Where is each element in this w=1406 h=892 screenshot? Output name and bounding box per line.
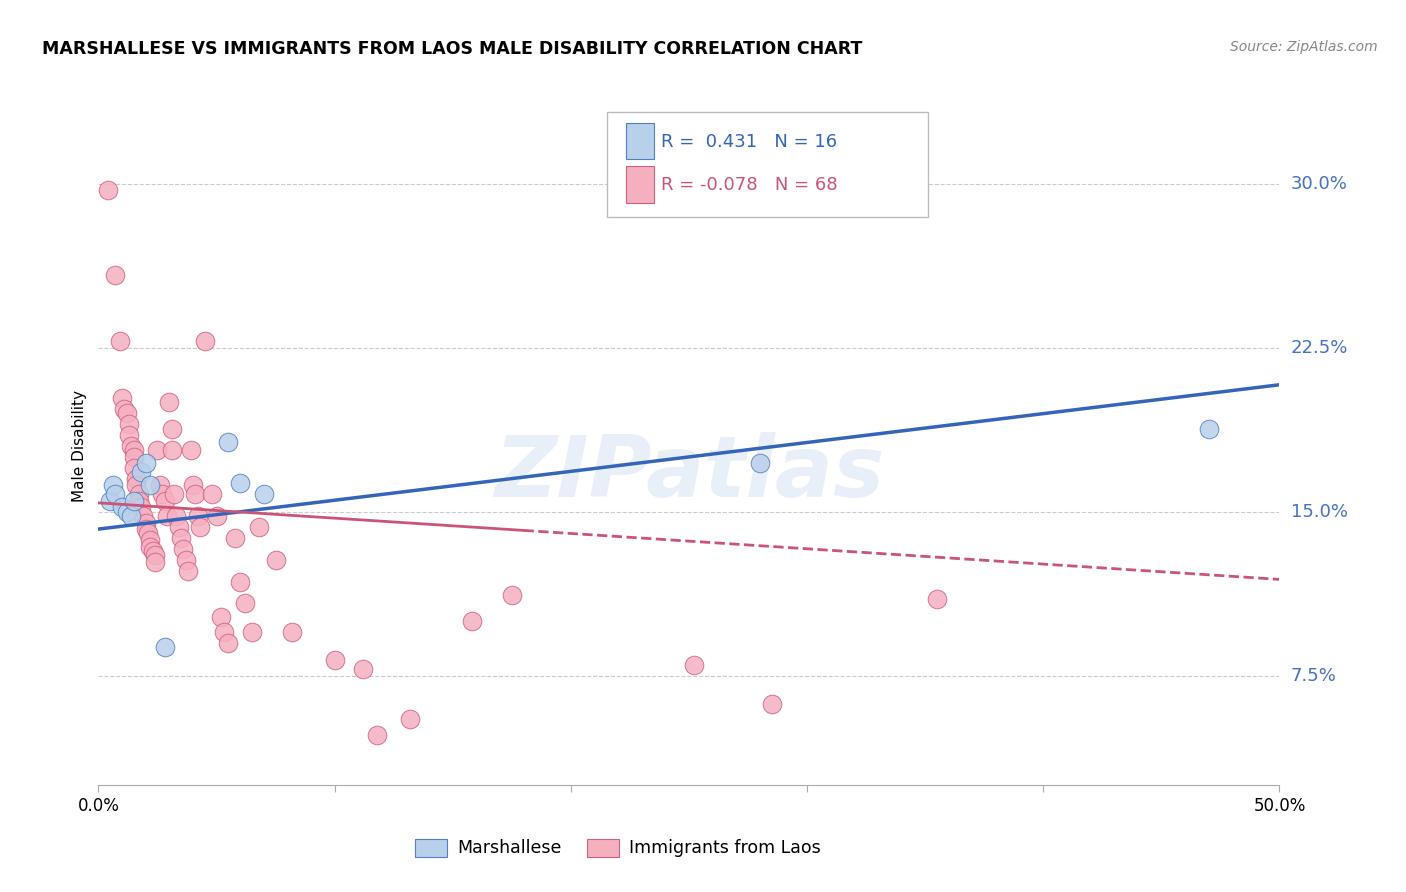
Point [122, 443, 145, 458]
Point [180, 443, 202, 458]
Point [174, 552, 197, 566]
Point [142, 544, 165, 558]
Point [501, 588, 523, 602]
Point [281, 624, 304, 639]
Point [125, 478, 148, 492]
Point [399, 712, 422, 726]
Point [139, 533, 162, 547]
Point [229, 476, 252, 491]
Point [247, 520, 270, 534]
Point [146, 443, 169, 458]
Point [135, 522, 157, 536]
Text: 15.0%: 15.0% [1291, 502, 1347, 521]
Point [139, 478, 162, 492]
Point [156, 508, 179, 523]
Point [104, 487, 127, 501]
Point [264, 552, 287, 566]
Point [212, 624, 235, 639]
Legend: Marshallese, Immigrants from Laos: Marshallese, Immigrants from Laos [408, 831, 828, 864]
Point [194, 334, 217, 348]
Point [121, 439, 143, 453]
Point [129, 500, 152, 515]
Point [97, 183, 120, 197]
Y-axis label: Male Disability: Male Disability [72, 390, 87, 502]
Point [150, 487, 173, 501]
Text: Source: ZipAtlas.com: Source: ZipAtlas.com [1230, 40, 1378, 54]
Point [253, 487, 276, 501]
Text: 7.5%: 7.5% [1291, 666, 1337, 685]
Point [104, 268, 127, 283]
Point [136, 526, 159, 541]
Point [121, 508, 143, 523]
Text: R =  0.431   N = 16: R = 0.431 N = 16 [661, 133, 837, 151]
Point [125, 472, 148, 486]
Text: R = -0.078   N = 68: R = -0.078 N = 68 [661, 177, 838, 194]
Point [98, 493, 121, 508]
Point [233, 597, 256, 611]
Point [118, 417, 141, 431]
Point [128, 487, 150, 501]
Point [143, 549, 166, 563]
Point [122, 493, 145, 508]
Point [217, 636, 239, 650]
Point [229, 574, 252, 589]
Point [366, 728, 388, 742]
Point [201, 487, 224, 501]
Point [153, 640, 176, 655]
Point [682, 657, 704, 672]
Point [184, 487, 207, 501]
Point [460, 614, 482, 628]
Point [748, 457, 770, 471]
Point [181, 478, 204, 492]
Point [217, 434, 239, 449]
Point [187, 508, 209, 523]
Text: ZIPatlas: ZIPatlas [494, 432, 884, 515]
Point [925, 592, 948, 607]
Text: MARSHALLESE VS IMMIGRANTS FROM LAOS MALE DISABILITY CORRELATION CHART: MARSHALLESE VS IMMIGRANTS FROM LAOS MALE… [42, 40, 862, 58]
Point [163, 487, 186, 501]
Point [135, 516, 157, 530]
Point [172, 541, 194, 556]
Point [177, 564, 200, 578]
Point [112, 401, 135, 416]
Point [149, 478, 172, 492]
Point [167, 520, 190, 534]
Point [122, 461, 145, 475]
Point [122, 450, 145, 464]
Point [115, 406, 138, 420]
Point [160, 443, 183, 458]
Point [205, 508, 228, 523]
Point [153, 493, 176, 508]
Point [118, 428, 141, 442]
Point [115, 505, 138, 519]
Point [108, 334, 131, 348]
Point [157, 395, 180, 409]
Point [352, 662, 374, 676]
Text: 30.0%: 30.0% [1291, 175, 1347, 193]
Point [761, 697, 783, 711]
Point [224, 531, 246, 545]
Point [160, 421, 183, 435]
Point [111, 391, 134, 405]
Point [139, 540, 162, 554]
Point [101, 478, 124, 492]
Point [240, 624, 263, 639]
Point [1198, 421, 1220, 435]
Point [143, 555, 166, 569]
Point [128, 493, 150, 508]
Point [132, 508, 155, 523]
Point [111, 500, 134, 515]
Point [188, 520, 211, 534]
Text: 22.5%: 22.5% [1291, 339, 1348, 357]
Point [323, 653, 346, 667]
Point [135, 457, 157, 471]
Point [170, 531, 193, 545]
Point [209, 609, 232, 624]
Point [165, 508, 187, 523]
Point [129, 465, 152, 479]
